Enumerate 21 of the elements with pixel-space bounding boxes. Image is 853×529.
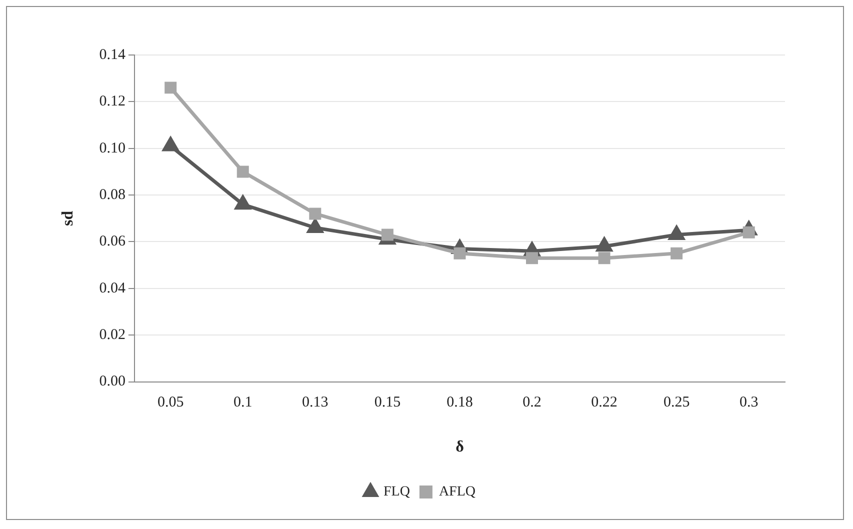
y-axis-title: sd (60, 210, 77, 226)
x-tick-label: 0.2 (522, 394, 542, 411)
x-tick-label: 0.1 (234, 394, 252, 411)
y-tick-label: 0.12 (99, 94, 126, 110)
x-tick-label: 0.05 (157, 394, 184, 411)
x-tick-label: 0.13 (302, 394, 328, 411)
y-tick-label: 0.04 (99, 280, 126, 296)
x-tick-label: 0.18 (446, 394, 473, 411)
x-tick-label: 0.22 (591, 394, 618, 411)
x-tick-label: 0.3 (739, 394, 758, 411)
y-tick-label: 0.02 (99, 327, 126, 344)
y-tick-label: 0.06 (99, 234, 126, 250)
y-tick-label: 0.10 (99, 140, 126, 156)
legend-label: AFLQ (438, 484, 476, 500)
x-tick-label: 0.15 (374, 394, 401, 411)
y-tick-label: 0.14 (99, 46, 126, 63)
legend-label: FLQ (383, 484, 410, 500)
x-axis-title: δ (456, 438, 464, 456)
x-tick-label: 0.25 (663, 394, 690, 411)
y-tick-label: 0.08 (99, 186, 126, 203)
y-tick-label: 0.00 (99, 374, 126, 390)
